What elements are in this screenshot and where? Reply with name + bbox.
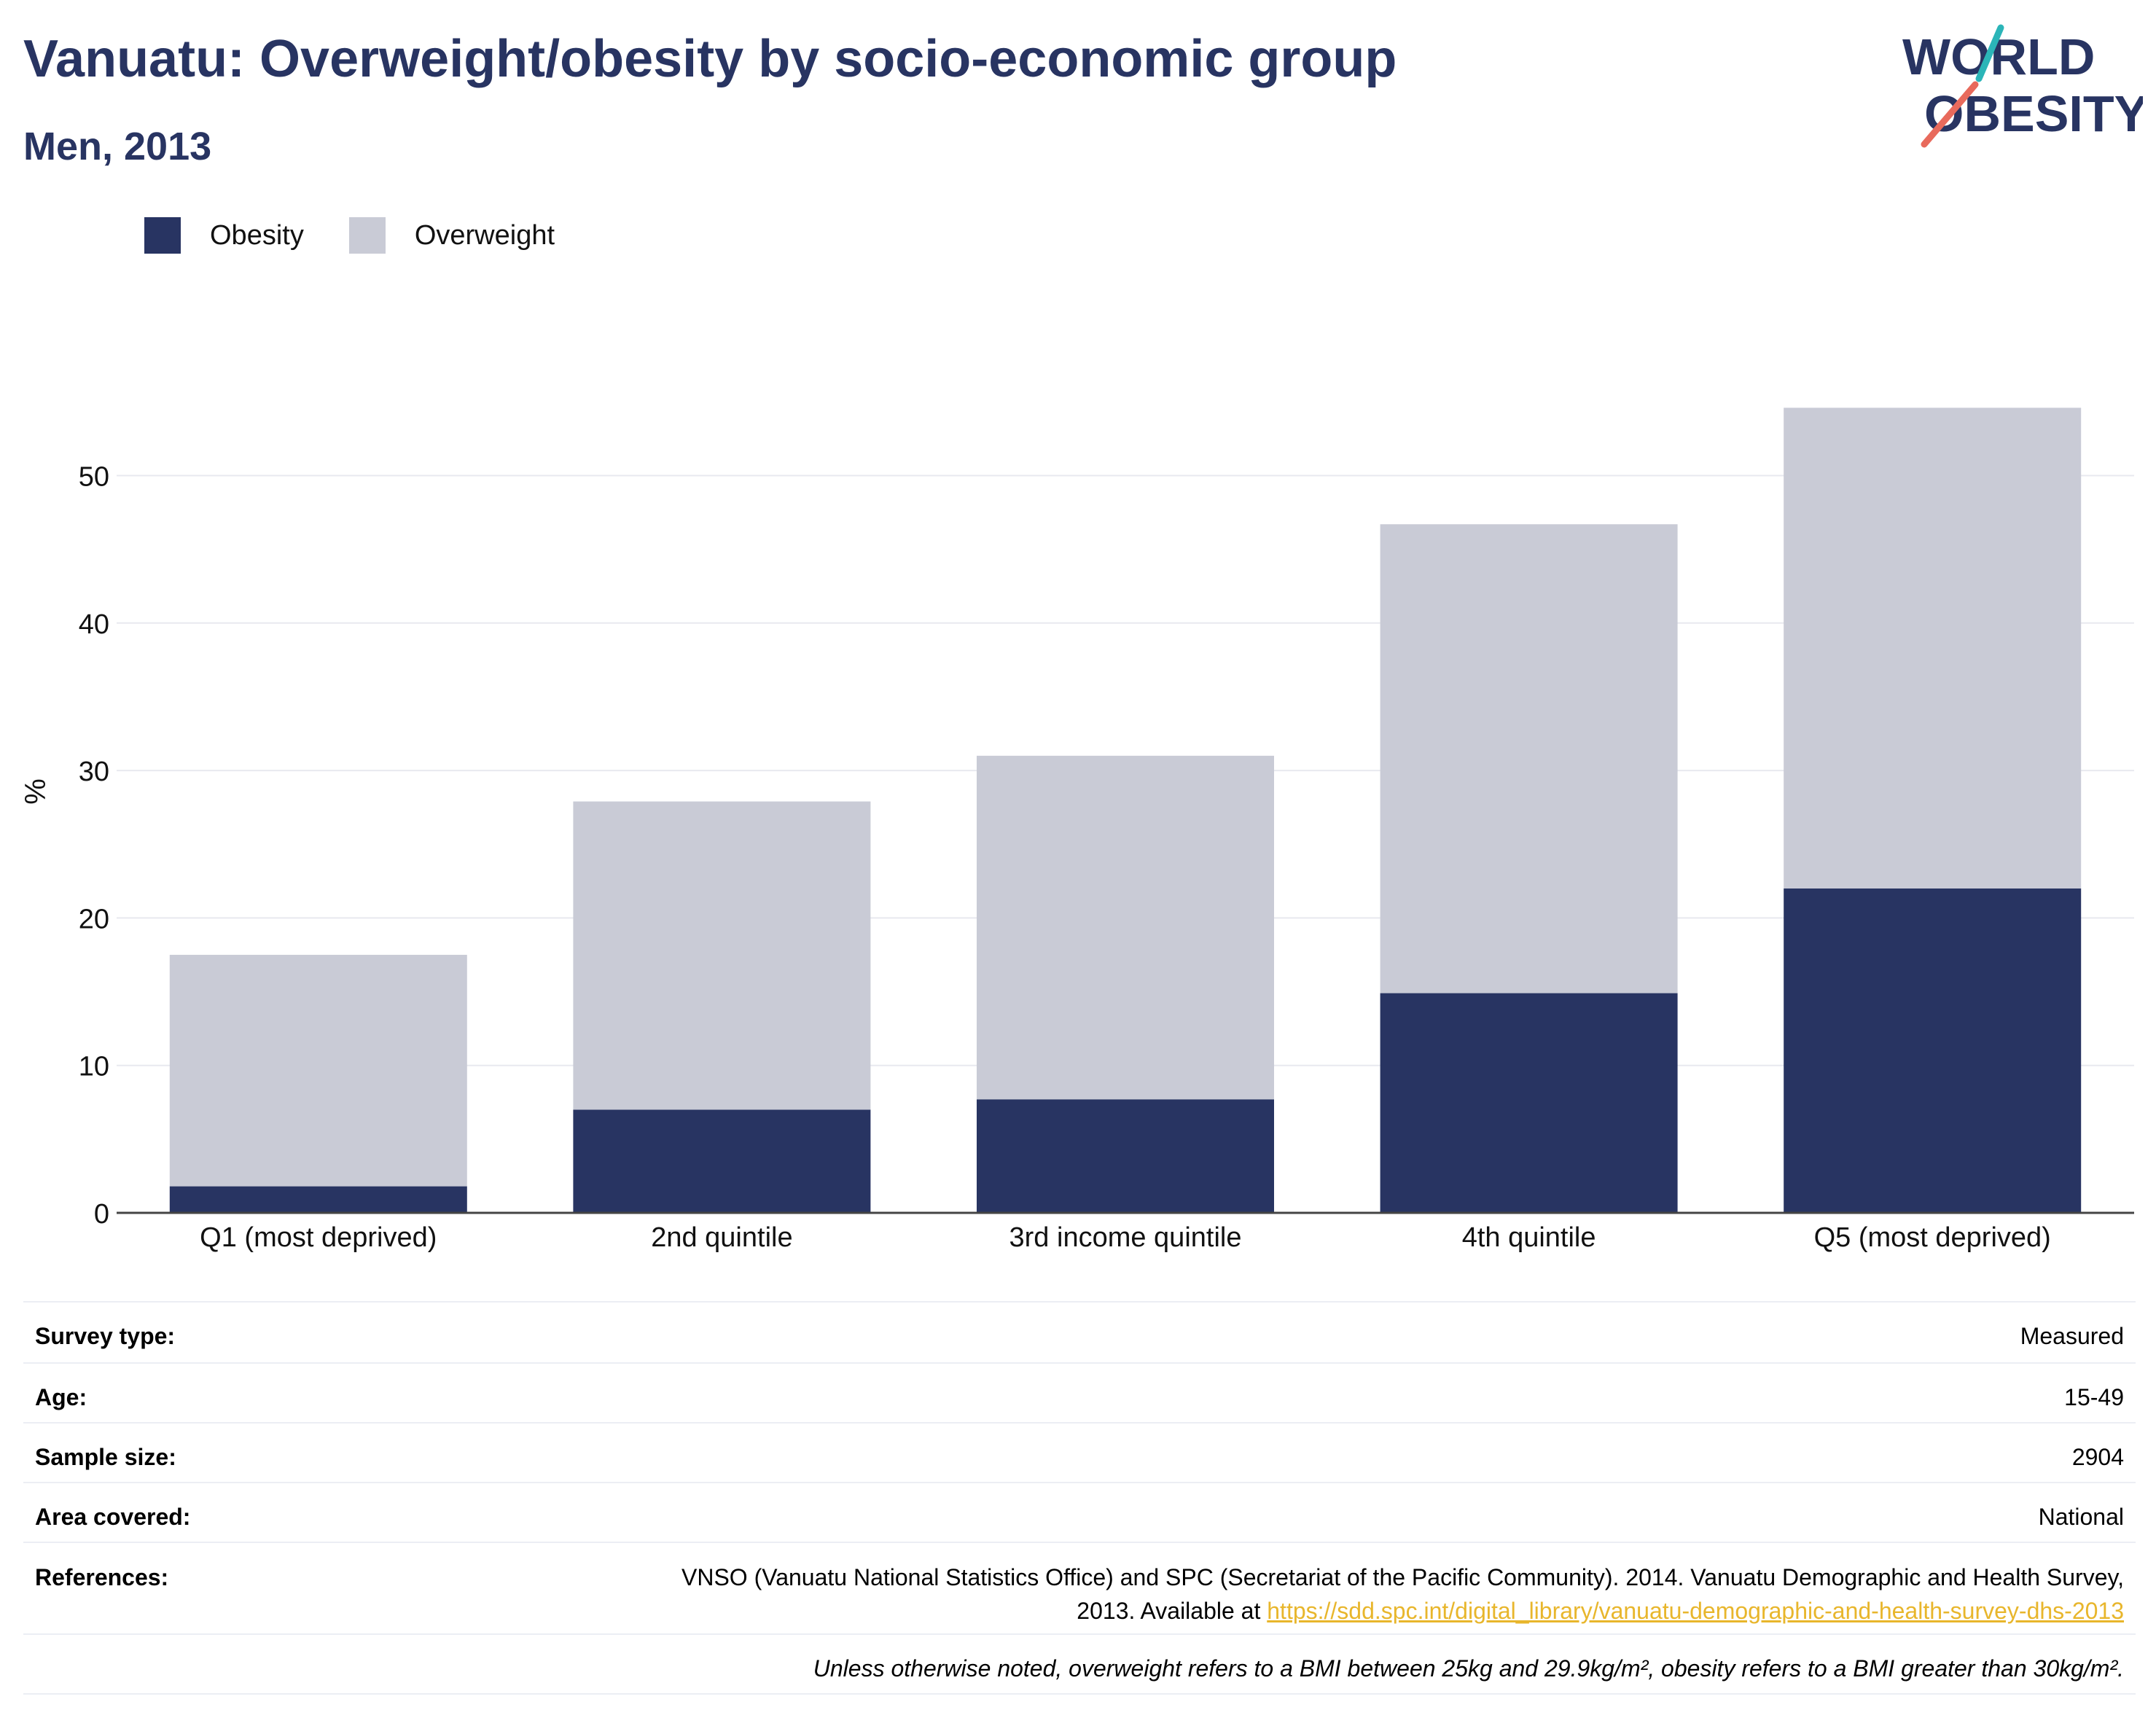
chart-legend: Obesity Overweight: [144, 217, 600, 254]
y-tick-label: 20: [79, 904, 109, 934]
bar-obesity-5[interactable]: [1784, 888, 2082, 1213]
y-tick-label: 10: [79, 1052, 109, 1082]
world-obesity-logo: WORLD OBESITY: [1902, 24, 2143, 148]
x-tick-label: Q1 (most deprived): [200, 1222, 437, 1253]
area-value: National: [2038, 1504, 2124, 1530]
x-axis-ticks: Q1 (most deprived) 2nd quintile 3rd income…: [200, 1222, 2051, 1253]
bar-overweight-4[interactable]: [1380, 524, 1678, 993]
bar-obesity-4[interactable]: [1380, 993, 1678, 1213]
y-tick-label: 30: [79, 757, 109, 787]
area-label: Area covered:: [35, 1504, 191, 1530]
legend-swatch-overweight: [348, 217, 386, 254]
y-axis-ticks: 0 10 20 30 40 50: [79, 462, 109, 1230]
x-tick-label: Q5 (most deprived): [1814, 1222, 2051, 1253]
bar-obesity-3[interactable]: [977, 1099, 1274, 1213]
references-value: VNSO (Vanuatu National Statistics Office…: [644, 1561, 2124, 1628]
logo-slash-red: [1921, 81, 1979, 148]
info-row-note: Unless otherwise noted, overweight refer…: [23, 1633, 2136, 1695]
bar-overweight-5[interactable]: [1784, 407, 2082, 889]
references-text: VNSO (Vanuatu National Statistics Office…: [681, 1564, 2124, 1624]
legend-item-obesity[interactable]: Obesity: [144, 217, 304, 254]
bar-obesity-1[interactable]: [169, 1186, 467, 1213]
survey-type-label: Survey type:: [35, 1323, 176, 1349]
age-value: 15-49: [2064, 1384, 2124, 1410]
references-label: References:: [35, 1564, 169, 1590]
x-tick-label: 3rd income quintile: [1009, 1222, 1242, 1253]
info-table: Survey type: Measured Age: 15-49 Sample …: [23, 1301, 2136, 1695]
info-row-sample-size: Sample size: 2904: [23, 1422, 2136, 1482]
x-tick-label: 4th quintile: [1462, 1222, 1596, 1253]
bars: [169, 407, 2082, 1213]
x-tick-label: 2nd quintile: [651, 1222, 792, 1253]
sample-size-label: Sample size:: [35, 1444, 176, 1470]
bmi-note: Unless otherwise noted, overweight refer…: [813, 1655, 2124, 1682]
legend-label-obesity: Obesity: [210, 219, 304, 251]
survey-type-value: Measured: [2020, 1323, 2124, 1349]
y-axis-label: %: [20, 778, 52, 805]
logo-slash-teal: [1975, 24, 2004, 82]
legend-item-overweight[interactable]: Overweight: [348, 217, 555, 254]
bar-overweight-1[interactable]: [169, 954, 467, 1187]
y-tick-label: 0: [94, 1199, 109, 1230]
chart-subtitle: Men, 2013: [23, 125, 212, 168]
logo-line-obesity: OBESITY: [1924, 85, 2143, 142]
bar-obesity-2[interactable]: [573, 1109, 871, 1213]
chart-title: Vanuatu: Overweight/obesity by socio-eco…: [23, 30, 1397, 88]
info-row-references: References: VNSO (Vanuatu National Stati…: [23, 1542, 2136, 1633]
bar-overweight-3[interactable]: [977, 755, 1274, 1100]
age-label: Age:: [35, 1384, 87, 1410]
sample-size-value: 2904: [2071, 1444, 2124, 1470]
legend-swatch-obesity: [144, 217, 181, 254]
legend-label-overweight: Overweight: [414, 219, 555, 251]
y-tick-label: 50: [79, 462, 109, 493]
references-link[interactable]: https://sdd.spc.int/digital_library/vanu…: [1267, 1598, 2124, 1624]
y-tick-label: 40: [79, 609, 109, 640]
info-row-age: Age: 15-49: [23, 1362, 2136, 1422]
info-row-survey-type: Survey type: Measured: [23, 1301, 2136, 1362]
bar-overweight-2[interactable]: [573, 801, 871, 1110]
bar-chart: 0 10 20 30 40 50 Q1 (most deprived) 2nd quinti…: [20, 407, 2134, 1253]
info-row-area: Area covered: National: [23, 1482, 2136, 1542]
